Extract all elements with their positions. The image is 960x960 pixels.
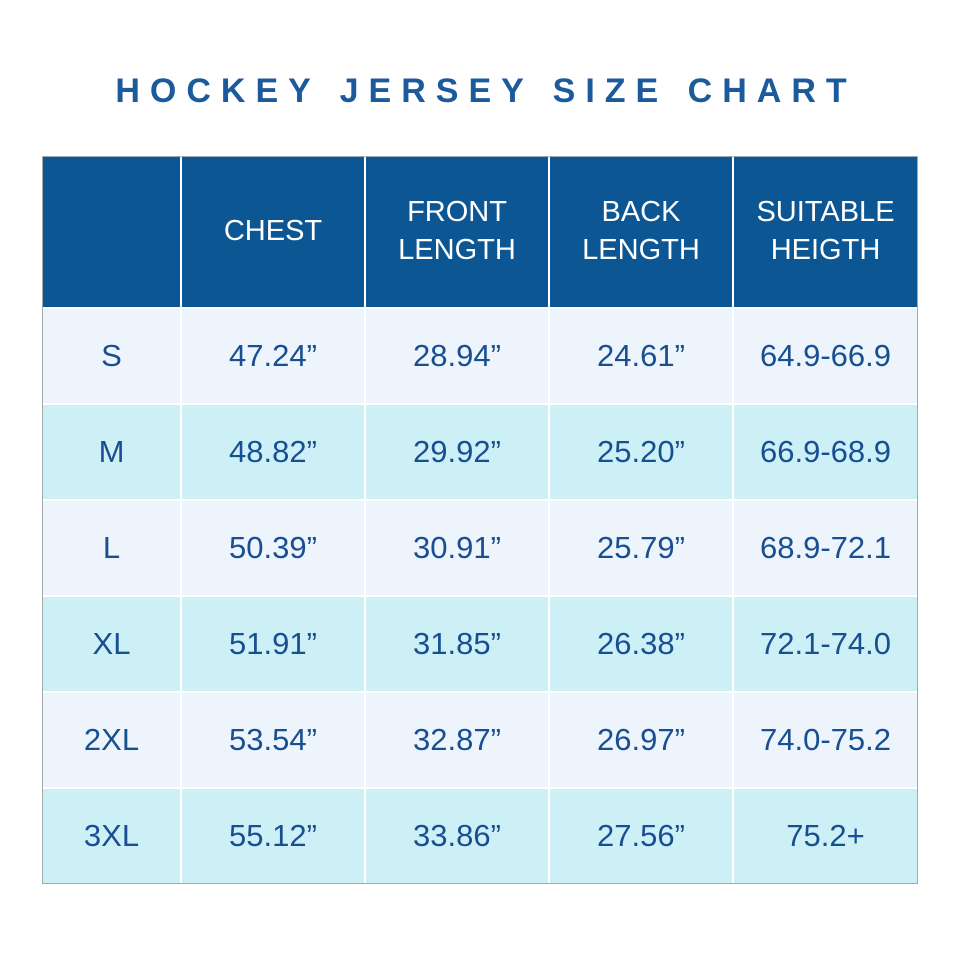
page-title: HOCKEY JERSEY SIZE CHART bbox=[115, 72, 857, 110]
header-cell-front-length: FRONT LENGTH bbox=[364, 157, 550, 309]
chest-value: 50.39” bbox=[180, 499, 366, 597]
table-body: S 47.24” 28.94” 24.61” 64.9-66.9 M 48.82” 29.92… bbox=[43, 307, 917, 883]
size-label: XL bbox=[43, 595, 182, 693]
size-label: 3XL bbox=[43, 787, 182, 883]
back-length-value: 26.97” bbox=[548, 691, 734, 789]
header-cell-suitable-height: SUITABLE HEIGTH bbox=[732, 157, 917, 309]
suitable-height-value: 72.1-74.0 bbox=[732, 595, 917, 693]
chest-value: 48.82” bbox=[180, 403, 366, 501]
suitable-height-value: 68.9-72.1 bbox=[732, 499, 917, 597]
size-label: S bbox=[43, 307, 182, 405]
size-label: L bbox=[43, 499, 182, 597]
table-row: 3XL 55.12” 33.86” 27.56” 75.2+ bbox=[43, 787, 917, 883]
size-label: 2XL bbox=[43, 691, 182, 789]
table-row: L 50.39” 30.91” 25.79” 68.9-72.1 bbox=[43, 499, 917, 597]
suitable-height-value: 64.9-66.9 bbox=[732, 307, 917, 405]
size-chart-page: HOCKEY JERSEY SIZE CHART CHEST FRONT LEN… bbox=[42, 72, 918, 884]
front-length-value: 28.94” bbox=[364, 307, 550, 405]
chest-value: 53.54” bbox=[180, 691, 366, 789]
back-length-value: 24.61” bbox=[548, 307, 734, 405]
header-row: CHEST FRONT LENGTH BACK LENGTH SUITABLE … bbox=[43, 157, 917, 309]
chest-value: 51.91” bbox=[180, 595, 366, 693]
table-row: M 48.82” 29.92” 25.20” 66.9-68.9 bbox=[43, 403, 917, 501]
header-cell-chest: CHEST bbox=[180, 157, 366, 309]
suitable-height-value: 75.2+ bbox=[732, 787, 917, 883]
header-cell-back-length: BACK LENGTH bbox=[548, 157, 734, 309]
table-row: XL 51.91” 31.85” 26.38” 72.1-74.0 bbox=[43, 595, 917, 693]
size-label: M bbox=[43, 403, 182, 501]
front-length-value: 29.92” bbox=[364, 403, 550, 501]
header-cell-size bbox=[43, 157, 182, 309]
back-length-value: 26.38” bbox=[548, 595, 734, 693]
suitable-height-value: 66.9-68.9 bbox=[732, 403, 917, 501]
front-length-value: 33.86” bbox=[364, 787, 550, 883]
table-row: 2XL 53.54” 32.87” 26.97” 74.0-75.2 bbox=[43, 691, 917, 789]
chest-value: 55.12” bbox=[180, 787, 366, 883]
suitable-height-value: 74.0-75.2 bbox=[732, 691, 917, 789]
size-chart-table-frame: CHEST FRONT LENGTH BACK LENGTH SUITABLE … bbox=[42, 156, 918, 884]
back-length-value: 27.56” bbox=[548, 787, 734, 883]
front-length-value: 32.87” bbox=[364, 691, 550, 789]
front-length-value: 31.85” bbox=[364, 595, 550, 693]
chest-value: 47.24” bbox=[180, 307, 366, 405]
back-length-value: 25.20” bbox=[548, 403, 734, 501]
table-row: S 47.24” 28.94” 24.61” 64.9-66.9 bbox=[43, 307, 917, 405]
back-length-value: 25.79” bbox=[548, 499, 734, 597]
table-header: CHEST FRONT LENGTH BACK LENGTH SUITABLE … bbox=[43, 157, 917, 309]
front-length-value: 30.91” bbox=[364, 499, 550, 597]
size-chart-table: CHEST FRONT LENGTH BACK LENGTH SUITABLE … bbox=[43, 157, 917, 883]
